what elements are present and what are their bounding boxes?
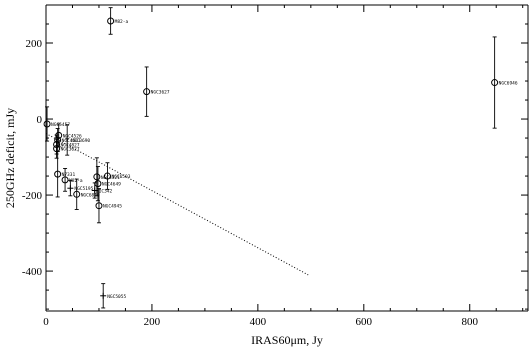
point-label: NGC4561	[62, 138, 81, 144]
circle-marker	[107, 17, 115, 25]
star-marker: *	[65, 136, 69, 145]
point-label: NGC3627	[151, 90, 170, 96]
circle-marker	[491, 79, 499, 87]
axes	[45, 4, 529, 312]
y-tick-label: 200	[26, 38, 43, 50]
circle-marker	[73, 190, 81, 198]
data-point: NGC5457	[43, 106, 70, 142]
data-point: NGC3627	[143, 66, 170, 117]
data-point: NGC6946	[491, 36, 518, 129]
circle-marker	[93, 173, 101, 181]
point-label: NGC5055	[107, 294, 126, 300]
point-label: NGC4321	[101, 175, 120, 181]
point-label: NGC3627	[61, 147, 80, 153]
tick-marks: 0 200 400 600 800 200 0 -200 -400	[22, 4, 528, 328]
circle-marker	[61, 176, 69, 184]
circle-marker	[143, 88, 151, 96]
y-tick-label: -200	[22, 190, 43, 202]
point-label: NGC4526	[63, 133, 82, 139]
data-point: * NGC3690	[65, 124, 90, 156]
data-point: NGC5055	[100, 283, 126, 309]
point-label: M82-a	[69, 178, 83, 184]
x-tick-label: 800	[461, 316, 478, 328]
x-tick-label: 200	[144, 316, 161, 328]
x-tick-label: 0	[43, 316, 49, 328]
point-label: NGC3690	[71, 138, 90, 144]
point-label: NGC6503	[111, 174, 130, 180]
y-axis-label: 250GHz deficit, mJy	[3, 108, 17, 208]
x-axis-label: IRAS60μm, Jy	[251, 333, 323, 347]
y-tick-label: 0	[37, 114, 43, 126]
x-tick-label: 400	[250, 316, 267, 328]
data-point: M82-a	[61, 168, 83, 192]
point-label: NGC4827	[61, 143, 80, 149]
circle-marker	[54, 170, 62, 178]
data-point: N7331	[54, 150, 76, 198]
point-label: NGC5457	[51, 122, 70, 128]
point-label: NGC4945	[103, 204, 122, 210]
point-label: NGC4649	[102, 182, 121, 188]
point-label: IC342	[99, 189, 113, 195]
point-label: M82-a	[115, 19, 129, 25]
fit-line	[45, 133, 309, 276]
point-label: NGC6810	[81, 192, 100, 198]
x-tick-label: 600	[356, 316, 373, 328]
data-point: NGC5195	[67, 180, 94, 197]
circle-marker	[54, 136, 62, 144]
circle-marker	[43, 120, 51, 128]
data-point: NGC6810	[73, 178, 100, 210]
point-label: N7331	[62, 172, 76, 178]
data-point: IC342	[91, 182, 113, 199]
data-point: NGC6503	[103, 162, 131, 190]
point-label: NGC5195	[74, 186, 93, 192]
fit-line-group	[45, 133, 309, 276]
circle-marker	[103, 172, 111, 180]
point-label: NGC6946	[499, 81, 518, 87]
data-point: NGC4945	[95, 188, 122, 224]
data-point: M82-a	[107, 7, 129, 35]
y-tick-label: -400	[22, 266, 43, 278]
circle-marker	[95, 202, 103, 210]
